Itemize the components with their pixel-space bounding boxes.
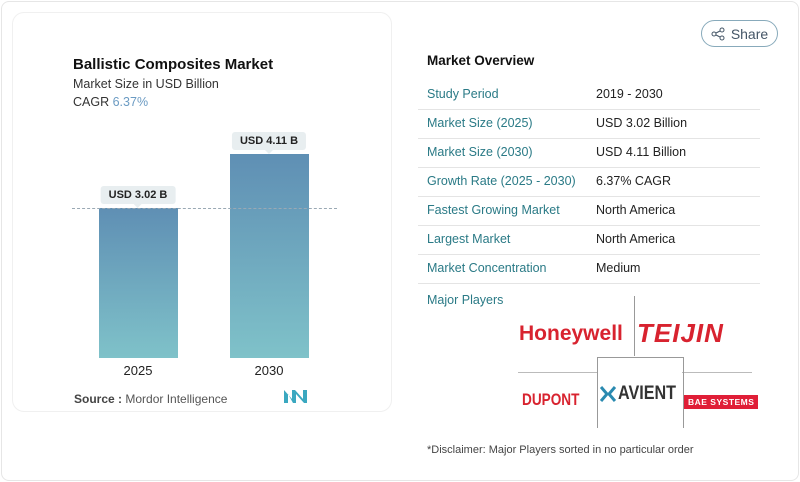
chart-subtitle: Market Size in USD Billion [73,77,219,91]
dupont-logo: DUPONT [522,390,580,409]
overview-row: Market Size (2030) USD 4.11 Billion [418,138,760,168]
overview-title: Market Overview [427,53,535,68]
source-label: Source : [74,392,123,406]
row-value: USD 3.02 Billion [596,116,688,130]
source-value: Mordor Intelligence [125,392,228,406]
overview-row: Fastest Growing Market North America [418,196,760,226]
overview-row: Market Concentration Medium [418,254,760,284]
x-tick-label: 2030 [254,363,284,378]
honeywell-logo: Honeywell [519,322,623,345]
reference-line [72,208,337,209]
disclaimer: *Disclaimer: Major Players sorted in no … [427,444,694,456]
share-label: Share [730,25,769,42]
overview-row: Largest Market North America [418,225,760,255]
teijin-logo: TEIJIN [637,318,724,348]
major-players-label: Major Players [427,293,504,307]
row-value: 2019 - 2030 [596,87,663,101]
chart-card [12,12,392,412]
divider [634,296,635,356]
mordor-logo-icon [284,390,307,403]
row-label: Largest Market [427,232,511,246]
divider [682,372,752,373]
row-label: Market Concentration [427,261,547,275]
bar-2030 [229,153,309,358]
cagr-label: CAGR [73,95,110,109]
row-value: North America [596,203,676,217]
row-label: Growth Rate (2025 - 2030) [427,174,576,188]
row-value: 6.37% CAGR [596,174,672,188]
overview-row: Growth Rate (2025 - 2030) 6.37% CAGR [418,167,760,197]
overview-row: Study Period 2019 - 2030 [418,80,760,110]
row-label: Market Size (2025) [427,116,533,130]
avient-mark-icon [600,386,616,402]
bar-2025 [98,208,178,358]
avient-box [597,357,684,428]
overview-row: Market Size (2025) USD 3.02 Billion [418,109,760,139]
row-value: North America [596,232,676,246]
bae-systems-logo: BAE SYSTEMS [684,395,759,409]
row-label: Study Period [427,87,499,101]
cagr: CAGR 6.37% [73,95,148,109]
source: Source : Mordor Intelligence [74,392,227,406]
chart-title: Ballistic Composites Market [73,56,274,73]
data-label: USD 4.11 B [231,131,307,154]
row-label: Fastest Growing Market [427,203,560,217]
divider [518,372,598,373]
cagr-value: 6.37% [112,95,149,109]
data-label: USD 3.02 B [100,186,176,208]
share-button[interactable]: Share [701,20,778,47]
row-label: Market Size (2030) [427,145,533,159]
row-value: USD 4.11 Billion [596,145,687,159]
x-tick-label: 2025 [123,363,153,378]
share-icon [711,27,725,40]
row-value: Medium [596,261,641,275]
avient-logo: AVIENT [618,383,677,404]
